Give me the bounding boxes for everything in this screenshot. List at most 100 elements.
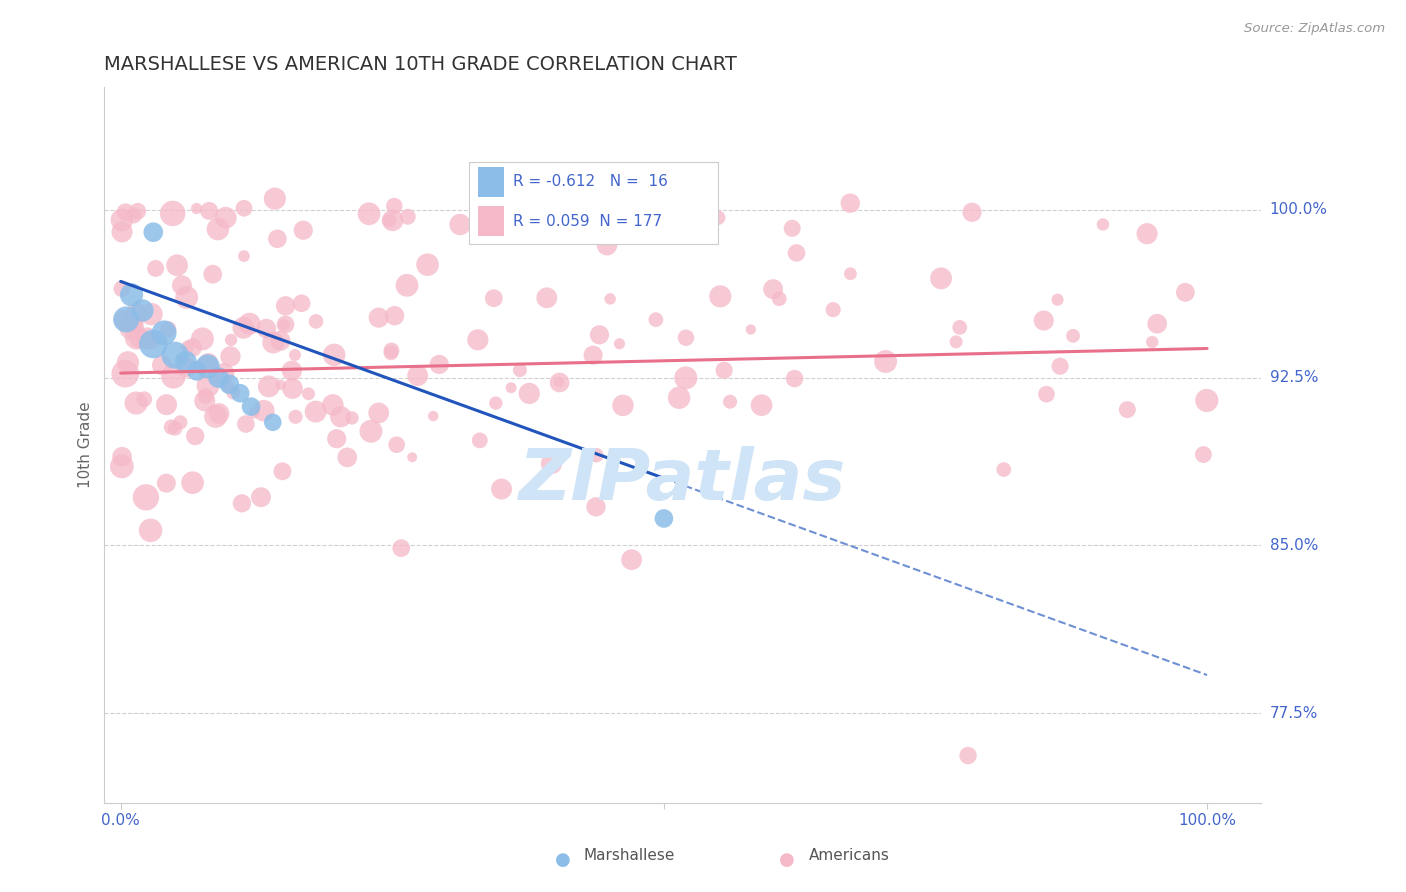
- Point: [111, 459, 134, 474]
- Point: [709, 289, 731, 303]
- Point: [380, 345, 402, 359]
- Text: R = 0.059  N = 177: R = 0.059 N = 177: [513, 214, 662, 229]
- Point: [482, 291, 505, 305]
- Point: [536, 291, 558, 305]
- Point: [217, 379, 239, 393]
- Point: [1195, 393, 1218, 408]
- Point: [128, 331, 150, 345]
- Point: [382, 199, 405, 213]
- Point: [115, 312, 138, 326]
- Point: [768, 292, 790, 306]
- Point: [644, 312, 666, 326]
- Point: [198, 203, 221, 218]
- Point: [609, 336, 631, 351]
- Point: [273, 318, 295, 332]
- Point: [644, 192, 666, 206]
- Point: [762, 282, 785, 296]
- Point: [960, 205, 983, 219]
- Point: [378, 213, 401, 227]
- Point: [186, 202, 208, 216]
- Point: [121, 320, 143, 334]
- Point: [131, 303, 153, 318]
- Point: [780, 221, 803, 235]
- Text: 85.0%: 85.0%: [1270, 538, 1317, 553]
- Point: [396, 210, 419, 224]
- Point: [232, 320, 254, 334]
- FancyBboxPatch shape: [468, 162, 717, 244]
- FancyBboxPatch shape: [478, 206, 503, 236]
- Point: [153, 326, 176, 340]
- Point: [141, 307, 163, 321]
- Point: [582, 348, 605, 362]
- Point: [134, 392, 156, 407]
- Point: [305, 404, 328, 418]
- Point: [467, 333, 489, 347]
- Point: [169, 415, 191, 429]
- Point: [111, 450, 134, 464]
- Point: [783, 371, 806, 385]
- Point: [145, 261, 167, 276]
- Point: [212, 367, 235, 381]
- Point: [291, 296, 314, 310]
- Point: [197, 378, 219, 392]
- Point: [181, 341, 204, 355]
- Point: [1049, 359, 1071, 374]
- Point: [501, 381, 523, 395]
- Point: [240, 400, 263, 414]
- Point: [325, 432, 347, 446]
- Point: [422, 409, 444, 423]
- Point: [157, 322, 180, 336]
- Point: [184, 429, 207, 443]
- Point: [207, 370, 229, 384]
- Point: [381, 213, 404, 227]
- Point: [1046, 293, 1069, 307]
- Point: [218, 377, 240, 392]
- Point: [284, 409, 307, 424]
- Text: ●: ●: [779, 851, 796, 869]
- Point: [174, 355, 197, 369]
- Y-axis label: 10th Grade: 10th Grade: [79, 401, 93, 488]
- Point: [599, 292, 621, 306]
- Point: [340, 411, 363, 425]
- Point: [675, 331, 697, 345]
- Point: [162, 369, 184, 384]
- Point: [125, 396, 148, 410]
- Text: Source: ZipAtlas.com: Source: ZipAtlas.com: [1244, 22, 1385, 36]
- Point: [176, 340, 198, 354]
- Point: [751, 398, 773, 412]
- Point: [239, 317, 262, 331]
- Point: [517, 386, 540, 401]
- Point: [281, 382, 304, 396]
- Point: [233, 249, 256, 263]
- Point: [823, 302, 845, 317]
- Point: [367, 406, 389, 420]
- Point: [384, 309, 406, 323]
- Point: [949, 320, 972, 334]
- Point: [395, 278, 418, 293]
- Point: [322, 398, 344, 412]
- Point: [596, 238, 619, 252]
- Point: [274, 318, 297, 332]
- Point: [219, 333, 242, 347]
- Text: Americans: Americans: [808, 847, 890, 863]
- Point: [360, 424, 382, 438]
- Point: [957, 748, 980, 763]
- Point: [297, 386, 319, 401]
- Point: [250, 490, 273, 504]
- FancyBboxPatch shape: [478, 167, 503, 197]
- Point: [257, 379, 280, 393]
- Point: [170, 278, 193, 293]
- Point: [740, 322, 762, 336]
- Point: [197, 359, 219, 374]
- Point: [270, 377, 292, 392]
- Point: [262, 415, 284, 429]
- Point: [929, 271, 952, 285]
- Point: [186, 364, 208, 378]
- Point: [233, 201, 256, 215]
- Point: [284, 348, 307, 362]
- Point: [201, 267, 224, 281]
- Point: [389, 541, 412, 556]
- Point: [652, 511, 675, 525]
- Point: [713, 363, 735, 377]
- Point: [509, 363, 531, 377]
